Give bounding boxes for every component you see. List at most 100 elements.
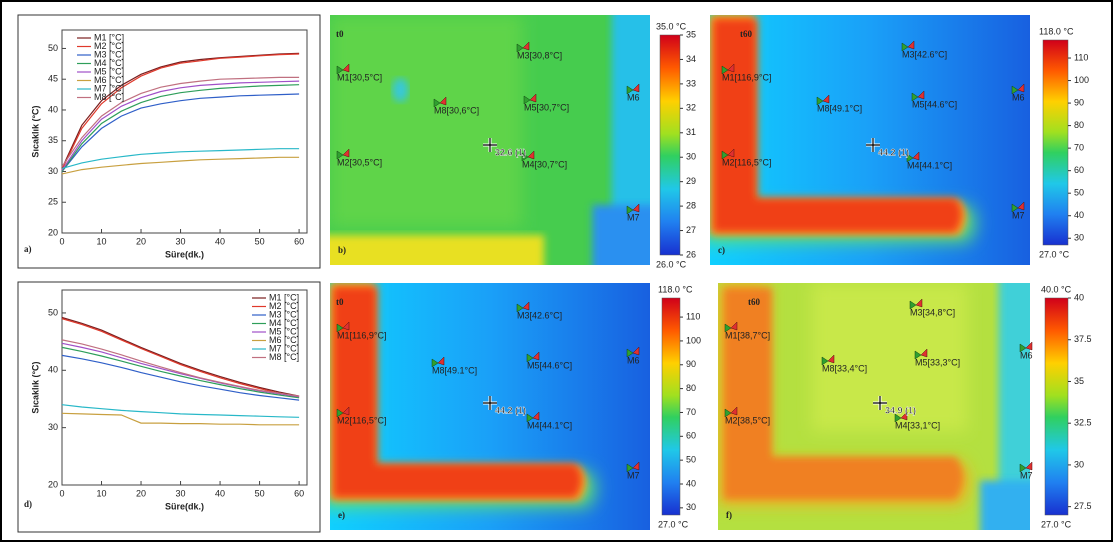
- marker-icon: [433, 98, 441, 108]
- cursor-label: 32.6 (1): [495, 147, 526, 157]
- data-line: [61, 316, 300, 397]
- legend-label: M1 [°C]: [94, 32, 124, 42]
- hot-l: [724, 287, 963, 500]
- marker-icon: [727, 63, 735, 73]
- marker-icon: [336, 150, 344, 160]
- legend-label: M3 [°C]: [269, 309, 299, 319]
- marker-label: M3[30,8°C]: [517, 50, 562, 60]
- marker-icon: [912, 151, 920, 161]
- marker-icon: [342, 321, 350, 331]
- time-label: t0: [336, 297, 344, 307]
- y-tick-label: 50: [48, 43, 58, 53]
- marker-icon: [522, 41, 530, 51]
- marker-icon: [526, 353, 534, 363]
- x-tick-label: 60: [294, 236, 304, 246]
- marker-label: M2[116,5°C]: [722, 157, 771, 167]
- marker-label: M4[44.1°C]: [907, 160, 952, 170]
- marker-icon: [911, 92, 919, 102]
- panel-label: b): [338, 245, 346, 255]
- colorbar-tick-label: 50: [686, 455, 696, 465]
- colorbar-tick-label: 60: [686, 431, 696, 441]
- cursor-label: 44.2 (1): [495, 405, 526, 415]
- x-axis-label: Süre(dk.): [165, 249, 204, 259]
- thermal-image: [330, 283, 650, 530]
- cursor: [483, 396, 497, 410]
- colorbar-tick-label: 27: [686, 225, 696, 235]
- data-line: [61, 339, 300, 397]
- time-label: t60: [740, 29, 752, 39]
- marker-icon: [900, 411, 908, 421]
- panel-box: [17, 281, 321, 533]
- colorbar-max: 118.0 °C: [1039, 26, 1074, 36]
- marker-label: M8[49.1°C]: [817, 103, 862, 113]
- marker-label: M1[38,7°C]: [725, 330, 770, 340]
- marker-label: M8[33,4°C]: [822, 363, 867, 373]
- marker-icon: [1019, 463, 1027, 473]
- marker-label: M4[30,7°C]: [522, 159, 567, 169]
- marker-label: M3[34,8°C]: [910, 307, 955, 317]
- y-tick-label: 45: [48, 74, 58, 84]
- marker-icon: [920, 348, 928, 358]
- colorbar: [1042, 39, 1069, 246]
- marker-icon: [816, 96, 824, 106]
- colorbar-tick-label: 80: [686, 383, 696, 393]
- marker-icon: [522, 301, 530, 311]
- panel-label: a): [24, 244, 32, 254]
- hot-l: [333, 286, 582, 498]
- marker-icon: [1019, 343, 1027, 353]
- y-axis-label: Sıcaklık (°C): [30, 361, 40, 413]
- time-label: t60: [748, 297, 760, 307]
- thermal-image: [710, 15, 1030, 265]
- colorbar-tick-label: 50: [1074, 188, 1084, 198]
- marker-label: M5[44.6°C]: [527, 360, 572, 370]
- marker-icon: [439, 96, 447, 106]
- marker-icon: [1011, 85, 1019, 95]
- marker-icon: [724, 323, 732, 333]
- colorbar-tick-label: 40: [686, 478, 696, 488]
- marker-icon: [336, 65, 344, 75]
- y-tick-label: 30: [48, 166, 58, 176]
- colorbar-min: 27.0 °C: [1039, 249, 1070, 259]
- y-tick-label: 20: [48, 479, 58, 489]
- data-line: [61, 346, 300, 399]
- data-line: [61, 404, 300, 418]
- marker-icon: [526, 413, 534, 423]
- cursor: [873, 396, 887, 410]
- cursor-label: 44.2 (1): [878, 147, 909, 157]
- marker-icon: [1025, 461, 1033, 471]
- data-line: [61, 84, 300, 172]
- plot-frame: [61, 289, 308, 486]
- cool-corner: [592, 205, 650, 265]
- data-line: [61, 93, 300, 172]
- data-line: [61, 148, 300, 169]
- marker-icon: [342, 63, 350, 73]
- marker-icon: [1025, 341, 1033, 351]
- marker-label: M8[49.1°C]: [432, 365, 477, 375]
- marker-label: M7: [1020, 470, 1033, 480]
- marker-icon: [336, 323, 344, 333]
- marker-label: M5[33,3°C]: [915, 357, 960, 367]
- marker-icon: [915, 298, 923, 308]
- colorbar: [1044, 297, 1069, 516]
- x-tick-label: 60: [294, 488, 304, 498]
- marker-icon: [626, 463, 634, 473]
- x-tick-label: 0: [59, 236, 64, 246]
- y-tick-label: 50: [48, 307, 58, 317]
- colorbar-min: 27.0 °C: [658, 519, 689, 529]
- data-line: [61, 76, 300, 167]
- x-tick-label: 10: [97, 236, 107, 246]
- marker-label: M6: [1012, 92, 1025, 102]
- marker-icon: [724, 408, 732, 418]
- y-tick-label: 30: [48, 422, 58, 432]
- thermal-image: [718, 283, 1030, 530]
- plot-frame: [61, 29, 308, 234]
- marker-icon: [1017, 83, 1025, 93]
- colorbar-tick-label: 80: [1074, 120, 1084, 130]
- data-line: [61, 412, 300, 426]
- marker-icon: [730, 321, 738, 331]
- marker-icon: [626, 205, 634, 215]
- marker-icon: [730, 406, 738, 416]
- cursor: [866, 138, 880, 152]
- marker-label: M1[116,9°C]: [337, 330, 386, 340]
- marker-icon: [527, 150, 535, 160]
